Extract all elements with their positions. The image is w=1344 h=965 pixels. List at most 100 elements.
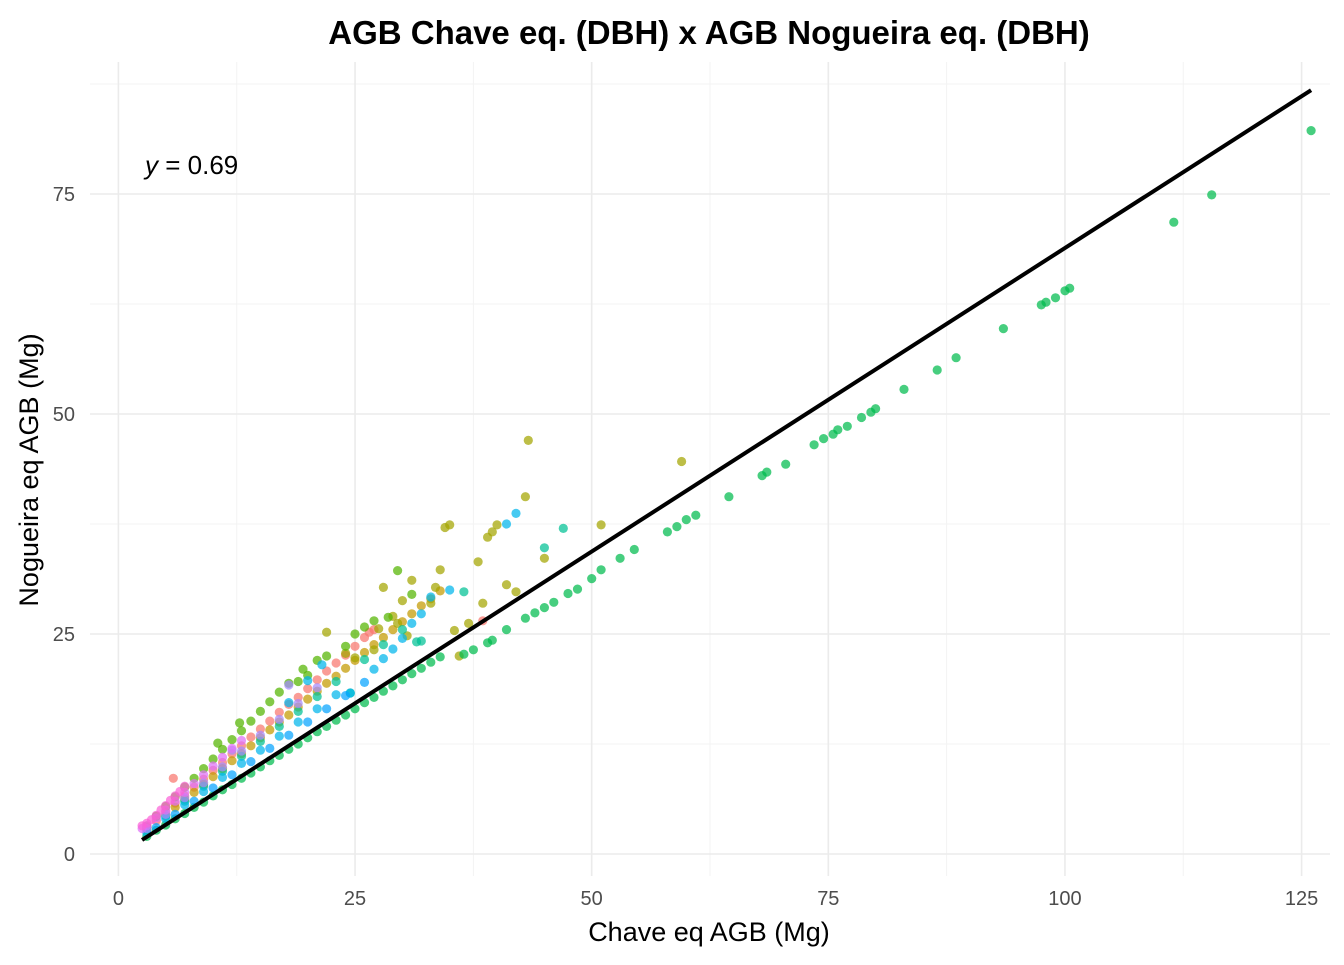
- data-point: [762, 467, 772, 477]
- data-point: [662, 527, 673, 537]
- series-6: [142, 508, 521, 838]
- data-point: [189, 787, 199, 798]
- data-point: [199, 770, 209, 780]
- data-point: [511, 587, 521, 597]
- data-point: [359, 654, 370, 665]
- data-point: [378, 582, 388, 593]
- data-point: [426, 592, 436, 602]
- data-point: [217, 762, 228, 772]
- data-point: [629, 544, 639, 555]
- data-point: [416, 609, 426, 619]
- data-point: [265, 697, 275, 707]
- y-tick-label: 0: [64, 844, 75, 866]
- data-point: [208, 761, 218, 771]
- x-tick-label: 100: [1048, 888, 1081, 910]
- data-point: [520, 613, 531, 623]
- data-point: [445, 585, 455, 595]
- data-point: [274, 707, 284, 717]
- data-point: [407, 589, 417, 600]
- data-point: [235, 718, 245, 728]
- data-point: [265, 725, 275, 735]
- data-point: [459, 649, 469, 659]
- data-point: [856, 412, 867, 423]
- data-point: [359, 647, 370, 658]
- y-axis-ticks: 0 25 50 75: [53, 184, 75, 866]
- data-point: [350, 653, 360, 663]
- data-point: [199, 778, 209, 788]
- data-point: [322, 651, 332, 661]
- data-point: [199, 786, 209, 797]
- data-point: [236, 758, 247, 769]
- data-point: [530, 608, 540, 618]
- data-point: [350, 641, 360, 651]
- data-point: [255, 706, 265, 717]
- y-axis-title: Nogueira eq AGB (Mg): [14, 333, 44, 606]
- data-point: [430, 582, 441, 593]
- annotation-symbol: y: [143, 150, 160, 180]
- x-axis-title: Chave eq AGB (Mg): [588, 917, 830, 947]
- data-point: [951, 353, 961, 363]
- data-point: [672, 522, 682, 532]
- series-2: [322, 435, 687, 663]
- data-point: [819, 434, 829, 444]
- data-point: [539, 603, 550, 613]
- data-point: [274, 721, 284, 732]
- data-point: [539, 543, 550, 553]
- data-point: [677, 456, 687, 467]
- data-point: [388, 681, 398, 691]
- data-point: [435, 652, 445, 662]
- data-point: [809, 440, 819, 450]
- data-point: [842, 421, 852, 431]
- data-point: [284, 680, 294, 690]
- data-point: [322, 704, 332, 714]
- annotation-text: y = 0.69: [143, 150, 238, 180]
- x-tick-label: 25: [344, 888, 366, 910]
- data-point: [378, 654, 388, 664]
- data-point: [208, 772, 218, 782]
- x-tick-label: 125: [1285, 888, 1318, 910]
- data-point: [388, 644, 398, 654]
- data-point: [393, 618, 403, 629]
- series-5: [142, 126, 1316, 842]
- data-point: [473, 557, 483, 567]
- data-point: [369, 645, 379, 655]
- data-point: [563, 588, 573, 599]
- data-point: [303, 676, 313, 686]
- data-point: [416, 663, 426, 673]
- data-point: [932, 365, 942, 375]
- data-point: [312, 704, 322, 714]
- x-tick-label: 0: [113, 888, 124, 910]
- data-point: [487, 527, 497, 537]
- data-point: [350, 629, 360, 639]
- data-point: [236, 746, 247, 756]
- data-point: [1050, 293, 1061, 303]
- data-point: [246, 757, 256, 767]
- data-point: [407, 618, 417, 629]
- data-point: [265, 716, 275, 726]
- y-tick-label: 25: [53, 624, 75, 646]
- data-points: [137, 126, 1316, 842]
- data-point: [274, 714, 284, 725]
- data-point: [558, 523, 568, 534]
- data-point: [435, 565, 445, 575]
- data-point: [1041, 297, 1051, 307]
- data-point: [426, 657, 436, 667]
- data-point: [1207, 190, 1217, 200]
- data-point: [369, 664, 379, 674]
- data-point: [293, 717, 303, 727]
- data-point: [284, 730, 294, 740]
- data-point: [501, 580, 512, 590]
- data-point: [217, 752, 228, 762]
- data-point: [523, 435, 533, 445]
- annotation-value: = 0.69: [158, 150, 238, 180]
- data-point: [501, 625, 512, 635]
- data-point: [303, 694, 313, 704]
- data-point: [293, 676, 303, 687]
- series-10: [137, 781, 190, 831]
- data-point: [331, 676, 341, 687]
- data-point: [378, 632, 388, 643]
- data-point: [303, 717, 313, 727]
- data-point: [208, 754, 218, 764]
- data-point: [255, 730, 265, 740]
